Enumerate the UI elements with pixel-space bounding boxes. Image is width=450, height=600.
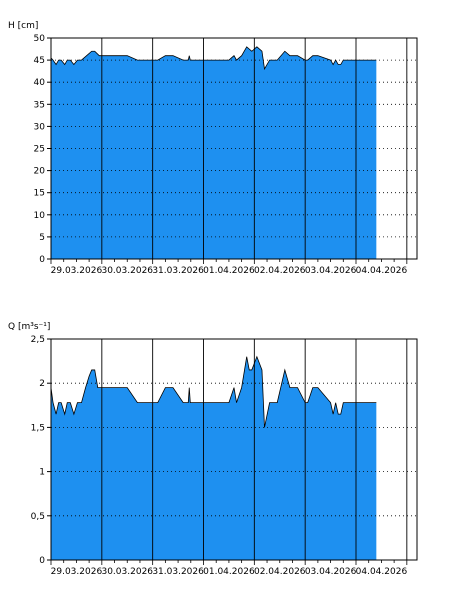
y-axis-label: H [cm]: [8, 21, 38, 31]
chart-2: 0 0,5 1 1,5 2 2,5 29.03.2026 30.03.2026 31.03.20…: [8, 322, 418, 577]
x-tick-label: 29.03.2026: [51, 266, 103, 276]
plot-frame: [50, 338, 418, 561]
y-tick-label: 0: [39, 255, 45, 265]
x-tick-label: 04.04.2026: [356, 266, 408, 276]
x-tick-label: 04.04.2026: [356, 567, 408, 577]
y-tick-label: 1,5: [31, 423, 45, 433]
y-tick-label: 30: [34, 122, 46, 132]
y-tick-label: 2,5: [31, 335, 45, 345]
x-tick-label: 30.03.2026: [101, 266, 153, 276]
x-tick-label: 31.03.2026: [152, 567, 204, 577]
series-area: [51, 356, 377, 560]
x-tick-label: 02.04.2026: [254, 567, 306, 577]
y-tick-label: 25: [34, 145, 45, 155]
x-tick-label: 29.03.2026: [51, 567, 103, 577]
y-tick-label: 2: [39, 379, 45, 389]
y-tick-label: 5: [39, 233, 45, 243]
x-tick-label: 01.04.2026: [203, 266, 255, 276]
x-tick-label: 03.04.2026: [305, 567, 357, 577]
y-tick-label: 50: [34, 34, 46, 44]
y-tick-label: 20: [34, 167, 46, 177]
plot-frame: [50, 37, 418, 260]
y-tick-label: 0,5: [31, 512, 45, 522]
x-tick-label: 31.03.2026: [152, 266, 204, 276]
x-tick-label: 01.04.2026: [203, 567, 255, 577]
y-tick-label: 15: [34, 189, 45, 199]
y-tick-label: 1: [39, 468, 45, 478]
y-tick-label: 45: [34, 56, 45, 66]
x-tick-label: 02.04.2026: [254, 266, 306, 276]
chart-1: 0 5 10 15 20 25 30 35 40 45 50 29.03.2026 30.03.2026…: [8, 21, 418, 276]
y-tick-label: 10: [34, 211, 46, 221]
y-tick-label: 0: [39, 556, 45, 566]
series-area: [51, 46, 377, 260]
y-tick-label: 35: [34, 100, 45, 110]
x-tick-label: 03.04.2026: [305, 266, 357, 276]
x-tick-label: 30.03.2026: [101, 567, 153, 577]
y-axis-label: Q [m³s⁻¹]: [8, 322, 50, 332]
y-tick-label: 40: [34, 78, 46, 88]
